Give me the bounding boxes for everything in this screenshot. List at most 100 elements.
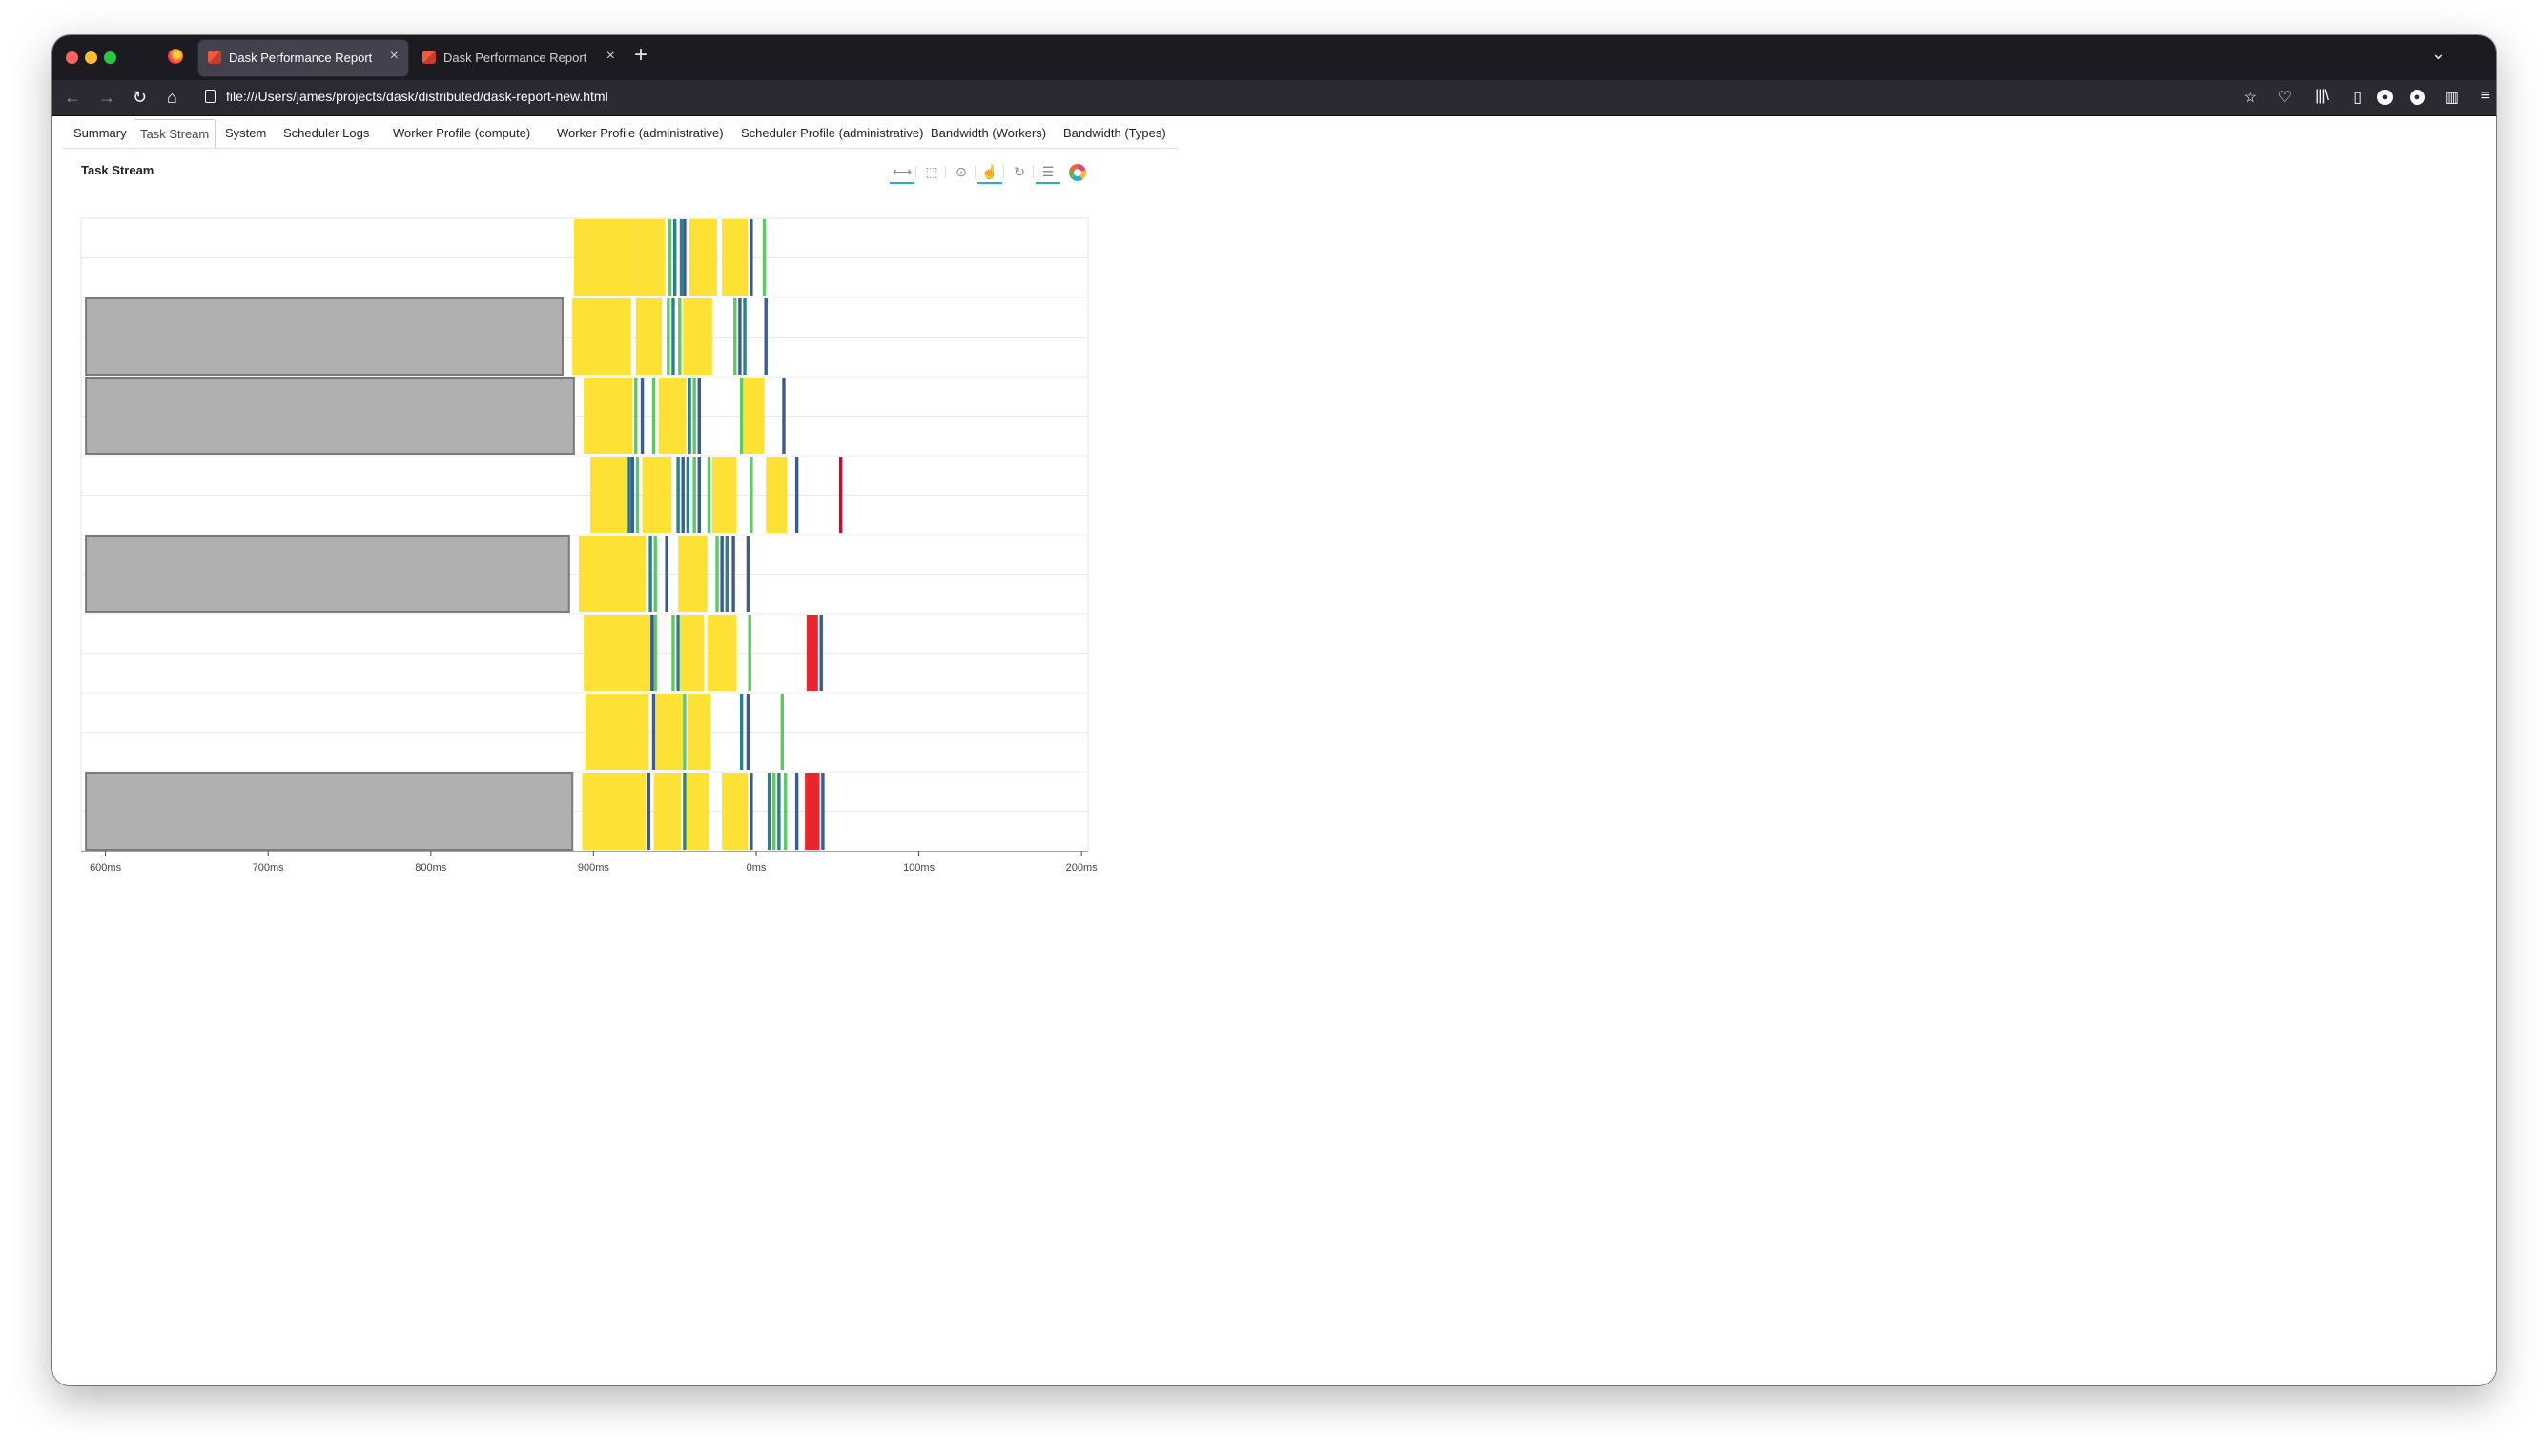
task-bar-green[interactable] [653,615,657,691]
pan-icon[interactable]: ⟷ [890,163,916,184]
reset-icon[interactable]: ↻ [1007,163,1034,182]
task-bar-compute[interactable] [658,378,687,454]
task-bar-teal[interactable] [676,457,680,533]
task-bar-blue[interactable] [640,378,645,454]
tab-close-icon[interactable]: × [389,48,399,64]
menu-icon[interactable]: ≡ [2480,88,2490,104]
task-bar-compute[interactable] [683,298,712,375]
task-bar-green[interactable] [634,378,638,454]
task-bar-blue[interactable] [794,457,799,533]
task-bar-compute[interactable] [678,536,708,612]
task-bar-blue[interactable] [720,536,724,612]
task-bar-compute[interactable] [582,773,646,850]
task-bar-green[interactable] [692,457,696,533]
task-bar-teal[interactable] [672,219,677,296]
firefox-view-icon[interactable] [168,49,183,64]
hover-icon[interactable]: ☰ [1036,163,1060,184]
task-bar-compute[interactable] [573,219,636,296]
task-bar-green[interactable] [671,615,675,691]
task-bar-compute[interactable] [679,615,705,691]
task-bar-compute[interactable] [655,694,684,770]
task-bar-green[interactable] [651,378,656,454]
task-bar-compute[interactable] [711,457,737,533]
task-stream-chart[interactable]: 600ms 700ms 800ms 900ms 0ms 100ms 200ms [52,116,1197,898]
task-bar-green[interactable] [692,378,696,454]
new-tab-button[interactable]: + [634,42,648,68]
task-bar-transfer[interactable] [85,377,575,455]
task-bar-blue[interactable] [750,219,753,296]
tab-task-stream[interactable]: Task Stream [134,119,216,148]
task-bar-green[interactable] [733,298,737,375]
task-bar-error[interactable] [806,615,818,691]
task-bar-compute[interactable] [635,219,666,296]
task-bar-green[interactable] [772,773,776,850]
task-bar-green[interactable] [750,457,753,533]
task-bar-blue[interactable] [819,615,823,691]
task-bar-blue[interactable] [647,773,651,850]
task-bar-compute[interactable] [572,298,631,375]
task-bar-teal[interactable] [777,773,781,850]
task-bar-transfer[interactable] [85,772,574,851]
task-bar-green[interactable] [635,457,640,533]
task-bar-blue[interactable] [746,536,750,612]
extension-icon[interactable]: ● [2410,90,2425,105]
task-bar-blue[interactable] [821,773,825,850]
task-bar-transfer[interactable] [85,297,564,376]
task-bar-green[interactable] [762,219,767,296]
task-bar-compute[interactable] [579,536,646,612]
tab-worker-profile-compute[interactable]: Worker Profile (compute) [393,126,531,140]
task-bar-green[interactable] [667,298,670,375]
task-bar-green[interactable] [739,378,744,454]
tab-bandwidth-workers[interactable]: Bandwidth (Workers) [931,126,1047,140]
task-bar-blue[interactable] [697,457,701,533]
task-bar-compute[interactable] [584,615,651,691]
task-bar-teal[interactable] [743,298,747,375]
tab-scheduler-profile-administrative[interactable]: Scheduler Profile (administrative) [741,126,924,140]
task-bar-compute[interactable] [743,378,765,454]
reload-icon[interactable]: ↻ [133,88,148,107]
task-bar-teal[interactable] [725,536,729,612]
task-bar-blue[interactable] [630,457,635,533]
task-bar-teal[interactable] [676,615,680,691]
profile-icon[interactable]: ● [2377,90,2393,105]
tab-worker-profile-administrative[interactable]: Worker Profile (administrative) [557,126,724,140]
tab-close-icon[interactable]: × [606,48,615,64]
task-bar-teal[interactable] [648,536,652,612]
task-bar-compute[interactable] [642,457,672,533]
bookmark-star-icon[interactable]: ☆ [2243,90,2257,106]
task-bar-teal[interactable] [686,457,690,533]
task-bar-green[interactable] [780,694,784,770]
tap-select-icon[interactable]: ☝ [977,163,1004,184]
task-bar-teal[interactable] [627,457,631,533]
url-text[interactable]: file:///Users/james/projects/dask/distri… [226,89,608,104]
task-bar-green[interactable] [748,615,751,691]
task-bar-blue[interactable] [731,536,735,612]
list-all-tabs-icon[interactable]: ⌄ [2431,44,2446,63]
task-bar-dark_red[interactable] [838,457,843,533]
forward-arrow-icon[interactable]: → [98,88,115,107]
task-bar-green[interactable] [715,536,719,612]
task-bar-compute[interactable] [589,457,628,533]
task-bar-green[interactable] [653,536,657,612]
tab-bandwidth-types[interactable]: Bandwidth (Types) [1063,126,1166,140]
close-window-button[interactable] [66,51,78,64]
pocket-icon[interactable]: ♡ [2277,90,2291,106]
task-bar-green[interactable] [683,694,687,770]
home-icon[interactable]: ⌂ [167,88,177,107]
task-bar-blue[interactable] [750,773,753,850]
bokeh-logo-icon[interactable] [1069,164,1086,181]
browser-tab-inactive[interactable]: Dask Performance Report × [413,40,625,76]
browser-tab-active[interactable]: Dask Performance Report × [198,40,408,76]
task-bar-green[interactable] [707,457,711,533]
task-bar-blue[interactable] [764,298,768,375]
task-bar-teal[interactable] [679,219,684,296]
task-bar-teal[interactable] [767,773,771,850]
zoom-window-button[interactable] [104,51,116,64]
task-bar-compute[interactable] [635,298,663,375]
task-bar-compute[interactable] [707,615,737,691]
task-bar-blue[interactable] [650,615,654,691]
columns-icon[interactable]: ▥ [2444,90,2459,106]
tab-summary[interactable]: Summary [73,126,127,140]
task-bar-blue[interactable] [738,298,742,375]
task-bar-blue[interactable] [665,536,668,612]
